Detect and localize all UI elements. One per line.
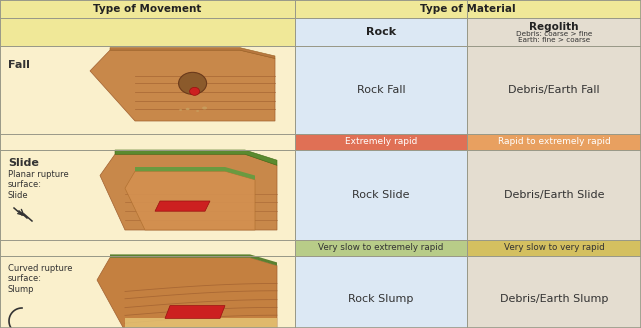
Bar bbox=[295, 150, 467, 240]
Text: Debris: coarse > fine
Earth: fine > coarse: Debris: coarse > fine Earth: fine > coar… bbox=[516, 31, 592, 44]
Text: Rock Fall: Rock Fall bbox=[356, 85, 405, 95]
Text: Slide: Slide bbox=[8, 158, 39, 168]
Ellipse shape bbox=[202, 107, 207, 110]
Bar bbox=[295, 46, 467, 134]
Ellipse shape bbox=[179, 72, 206, 94]
Text: Regolith: Regolith bbox=[529, 22, 579, 32]
Text: Rock: Rock bbox=[366, 27, 396, 37]
Bar bbox=[295, 240, 467, 256]
Bar bbox=[295, 134, 467, 150]
Text: Rapid to extremely rapid: Rapid to extremely rapid bbox=[497, 137, 610, 147]
Bar bbox=[0, 0, 295, 18]
Text: Type of Movement: Type of Movement bbox=[94, 4, 202, 14]
Ellipse shape bbox=[190, 87, 199, 95]
Polygon shape bbox=[165, 306, 225, 318]
Polygon shape bbox=[155, 201, 210, 211]
Polygon shape bbox=[100, 154, 277, 230]
Polygon shape bbox=[90, 50, 275, 121]
Text: Type of Material: Type of Material bbox=[420, 4, 516, 14]
Polygon shape bbox=[97, 257, 277, 328]
Bar bbox=[295, 256, 467, 328]
Bar bbox=[295, 0, 641, 18]
Polygon shape bbox=[115, 150, 277, 165]
Text: Debris/Earth Slide: Debris/Earth Slide bbox=[504, 190, 604, 200]
Text: Planar rupture
surface:
Slide: Planar rupture surface: Slide bbox=[8, 170, 69, 200]
Ellipse shape bbox=[179, 109, 182, 111]
Text: Debris/Earth Slump: Debris/Earth Slump bbox=[500, 294, 608, 303]
Text: Extremely rapid: Extremely rapid bbox=[345, 137, 417, 147]
Bar bbox=[467, 46, 641, 134]
Text: Debris/Earth Fall: Debris/Earth Fall bbox=[508, 85, 600, 95]
Bar bbox=[467, 150, 641, 240]
Bar bbox=[0, 46, 295, 150]
Polygon shape bbox=[110, 48, 275, 58]
Text: Rock Slump: Rock Slump bbox=[348, 294, 413, 303]
Bar bbox=[467, 240, 641, 256]
Polygon shape bbox=[125, 171, 255, 230]
Polygon shape bbox=[135, 167, 255, 180]
Bar bbox=[467, 134, 641, 150]
Text: Very slow to very rapid: Very slow to very rapid bbox=[504, 243, 604, 253]
Polygon shape bbox=[125, 318, 277, 328]
Text: Curved rupture
surface:
Slump: Curved rupture surface: Slump bbox=[8, 264, 72, 294]
Text: Very slow to extremely rapid: Very slow to extremely rapid bbox=[319, 243, 444, 253]
Ellipse shape bbox=[186, 108, 190, 110]
Bar bbox=[295, 18, 467, 46]
Bar bbox=[0, 256, 295, 328]
Bar bbox=[467, 18, 641, 46]
Bar bbox=[0, 18, 295, 46]
Polygon shape bbox=[110, 255, 277, 266]
Bar bbox=[467, 256, 641, 328]
Ellipse shape bbox=[196, 110, 199, 112]
Text: Fall: Fall bbox=[8, 60, 30, 70]
Bar bbox=[0, 150, 295, 256]
Text: Rock Slide: Rock Slide bbox=[353, 190, 410, 200]
